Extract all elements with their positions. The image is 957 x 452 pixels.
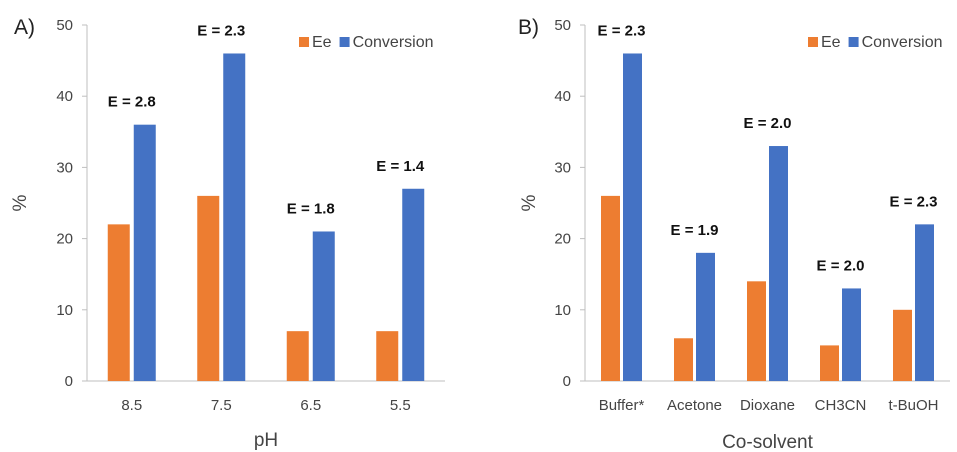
x-tick-label: 5.5 — [390, 397, 411, 414]
legend-label: Conversion — [353, 34, 434, 51]
x-tick-label: 8.5 — [121, 397, 142, 414]
bar-ee — [601, 195, 620, 381]
chart-panel-b: B) 0 10 20 30 40 50% Buffer* E = 2.3 Acetone E = 1… — [518, 16, 950, 452]
legend-swatch — [848, 37, 859, 47]
bar-ee — [197, 195, 220, 381]
bar-conversion — [769, 146, 788, 381]
e-value-label: E = 2.0 — [817, 257, 865, 274]
y-tick-label: 0 — [65, 373, 73, 390]
bar-conversion — [915, 224, 934, 381]
y-tick-label: 20 — [554, 231, 571, 248]
bar-ee — [893, 309, 912, 381]
bar-ee — [820, 345, 839, 381]
bar-conversion — [133, 124, 156, 382]
legend-swatch — [808, 37, 818, 47]
e-value-label: E = 2.3 — [598, 22, 646, 39]
bar-conversion — [312, 231, 335, 381]
bar-ee — [286, 331, 309, 381]
y-tick-label: 50 — [56, 17, 73, 34]
bar-conversion — [623, 53, 642, 381]
y-axis-title: % — [10, 194, 31, 211]
bar-ee — [376, 331, 399, 381]
y-tick-label: 40 — [554, 88, 571, 105]
y-tick-label: 30 — [56, 159, 73, 176]
e-value-label: E = 1.9 — [671, 222, 719, 239]
panel-label: A) — [14, 16, 35, 39]
y-tick-label: 50 — [554, 17, 571, 34]
e-value-label: E = 2.3 — [197, 22, 245, 39]
panel-label: B) — [518, 16, 539, 39]
y-tick-label: 10 — [554, 302, 571, 319]
bar-conversion — [402, 188, 425, 381]
legend-swatch — [299, 37, 309, 47]
x-tick-label: Buffer* — [599, 397, 645, 414]
y-tick-label: 40 — [56, 88, 73, 105]
x-axis-title: Co-solvent — [722, 432, 814, 452]
bar-conversion — [842, 288, 861, 381]
x-tick-label: Acetone — [667, 397, 722, 414]
y-tick-label: 0 — [563, 373, 571, 390]
x-tick-label: 6.5 — [300, 397, 321, 414]
e-value-label: E = 2.0 — [744, 115, 792, 132]
e-value-label: E = 1.8 — [287, 200, 335, 217]
y-tick-label: 30 — [554, 159, 571, 176]
bar-ee — [107, 224, 130, 381]
bar-ee — [747, 281, 766, 381]
y-axis-title: % — [519, 194, 540, 211]
x-tick-label: t-BuOH — [888, 397, 938, 414]
x-tick-label: Dioxane — [740, 397, 795, 414]
legend-label: Ee — [312, 34, 332, 51]
x-tick-label: 7.5 — [211, 397, 232, 414]
legend-swatch — [339, 37, 350, 47]
e-value-label: E = 2.3 — [890, 193, 938, 210]
e-value-label: E = 2.8 — [108, 94, 156, 111]
y-tick-label: 20 — [56, 231, 73, 248]
legend: Ee Conversion — [808, 34, 943, 51]
bar-ee — [674, 338, 693, 381]
bar-conversion — [223, 53, 246, 381]
bar-conversion — [696, 252, 715, 381]
chart-panel-a: A) 0 10 20 30 40 50% 8.5 E = 2.8 7.5 E = 2.3 6.5 E =… — [10, 16, 445, 451]
legend-label: Ee — [821, 34, 841, 51]
e-value-label: E = 1.4 — [376, 158, 425, 175]
x-axis-title: pH — [254, 430, 278, 451]
x-tick-label: CH3CN — [815, 397, 867, 414]
legend-label: Conversion — [862, 34, 943, 51]
y-tick-label: 10 — [56, 302, 73, 319]
legend: Ee Conversion — [299, 34, 434, 51]
